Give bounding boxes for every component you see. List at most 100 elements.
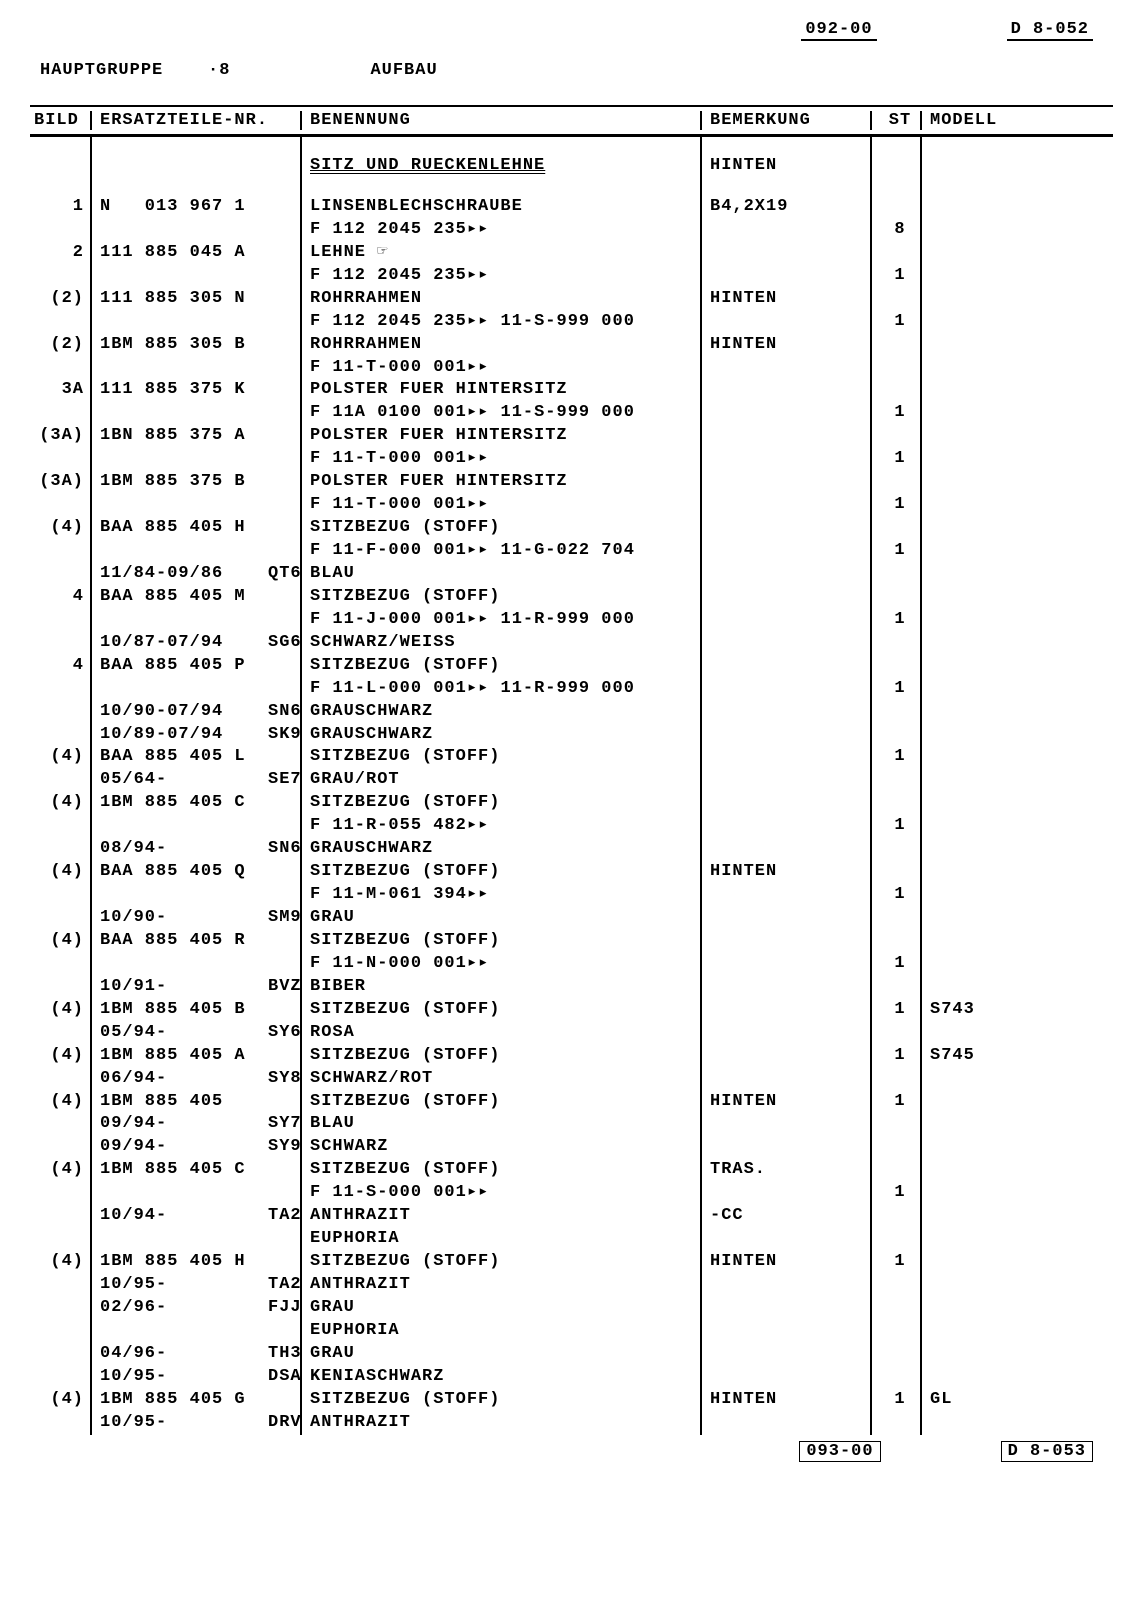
cell-model (920, 907, 1050, 930)
cell-bild (30, 1136, 90, 1159)
cell-remark (700, 1022, 870, 1045)
cell-bild (30, 838, 90, 861)
cell-bild (30, 1366, 90, 1389)
cell-st: 1 (870, 494, 920, 517)
table-row: (4)BAA 885 405 HSITZBEZUG (STOFF) (30, 517, 1113, 540)
cell-bild (30, 1274, 90, 1297)
cell-model (920, 609, 1050, 632)
cell-part (90, 265, 300, 288)
cell-bild (30, 678, 90, 701)
cell-bild (30, 769, 90, 792)
cell-desc: SITZBEZUG (STOFF) (300, 930, 700, 953)
cell-st (870, 838, 920, 861)
cell-model (920, 1412, 1050, 1435)
col-st: ST (870, 111, 920, 130)
cell-model: S745 (920, 1045, 1050, 1068)
table-row: 10/89-07/94 SK9GRAUSCHWARZ (30, 724, 1113, 747)
col-remark: BEMERKUNG (700, 111, 870, 130)
cell-model (920, 678, 1050, 701)
cell-desc: F 11-N-000 001▸▸ (300, 953, 700, 976)
cell-bild: (4) (30, 1091, 90, 1114)
header-codes: 092-00 D 8-052 (30, 20, 1113, 41)
cell-st (870, 334, 920, 357)
cell-desc: POLSTER FUER HINTERSITZ (300, 471, 700, 494)
cell-desc: SITZBEZUG (STOFF) (300, 1045, 700, 1068)
cell-part: BAA 885 405 P (90, 655, 300, 678)
table-row: (4)BAA 885 405 QSITZBEZUG (STOFF)HINTEN (30, 861, 1113, 884)
cell-part: 10/91- BVZ (90, 976, 300, 999)
table-row: F 11-L-000 001▸▸ 11-R-999 0001 (30, 678, 1113, 701)
cell-st: 8 (870, 219, 920, 242)
cell-desc: SITZBEZUG (STOFF) (300, 792, 700, 815)
table-row: (4)1BM 885 405 CSITZBEZUG (STOFF)TRAS. (30, 1159, 1113, 1182)
cell-bild: (4) (30, 999, 90, 1022)
cell-remark: HINTEN (700, 288, 870, 311)
table-row: (4)1BM 885 405 ASITZBEZUG (STOFF)1S745 (30, 1045, 1113, 1068)
section-remark: HINTEN (700, 155, 870, 178)
cell-bild (30, 724, 90, 747)
cell-part (90, 609, 300, 632)
table-row: (4)1BM 885 405 BSITZBEZUG (STOFF)1S743 (30, 999, 1113, 1022)
cell-model (920, 1022, 1050, 1045)
table-row: F 11-T-000 001▸▸ (30, 357, 1113, 380)
cell-bild (30, 1320, 90, 1343)
cell-model (920, 1068, 1050, 1091)
cell-part: 02/96- FJJ (90, 1297, 300, 1320)
cell-bild: (4) (30, 746, 90, 769)
cell-part: 1BM 885 375 B (90, 471, 300, 494)
cell-model (920, 792, 1050, 815)
cell-bild (30, 976, 90, 999)
cell-part: 1BM 885 405 A (90, 1045, 300, 1068)
cell-model (920, 425, 1050, 448)
cell-desc: SCHWARZ/WEISS (300, 632, 700, 655)
cell-bild: (4) (30, 1251, 90, 1274)
cell-st (870, 724, 920, 747)
cell-st: 1 (870, 448, 920, 471)
table-row: (3A)1BM 885 375 BPOLSTER FUER HINTERSITZ (30, 471, 1113, 494)
table-row: F 112 2045 235▸▸ 11-S-999 0001 (30, 311, 1113, 334)
cell-remark: B4,2X19 (700, 196, 870, 219)
cell-desc: SITZBEZUG (STOFF) (300, 1251, 700, 1274)
cell-desc: SITZBEZUG (STOFF) (300, 1159, 700, 1182)
cell-model (920, 471, 1050, 494)
cell-remark: HINTEN (700, 861, 870, 884)
cell-desc: ROSA (300, 1022, 700, 1045)
cell-desc: LINSENBLECHSCHRAUBE (300, 196, 700, 219)
cell-remark (700, 701, 870, 724)
cell-model (920, 1366, 1050, 1389)
section-title: SITZ UND RUECKENLEHNE (310, 156, 545, 175)
cell-remark (700, 609, 870, 632)
cell-model (920, 586, 1050, 609)
cell-desc: F 11-M-061 394▸▸ (300, 884, 700, 907)
cell-model (920, 724, 1050, 747)
parts-table: BILD ERSATZTEILE-NR. BENENNUNG BEMERKUNG… (30, 105, 1113, 1435)
cell-bild: (3A) (30, 425, 90, 448)
cell-part (90, 357, 300, 380)
cell-desc: GRAUSCHWARZ (300, 724, 700, 747)
cell-bild (30, 1228, 90, 1251)
cell-remark (700, 1274, 870, 1297)
cell-desc: F 11-L-000 001▸▸ 11-R-999 000 (300, 678, 700, 701)
cell-remark (700, 1343, 870, 1366)
cell-desc: SITZBEZUG (STOFF) (300, 746, 700, 769)
table-row: 09/94- SY7BLAU (30, 1113, 1113, 1136)
cell-st (870, 1068, 920, 1091)
cell-part (90, 953, 300, 976)
table-row: F 11-S-000 001▸▸1 (30, 1182, 1113, 1205)
cell-desc: EUPHORIA (300, 1320, 700, 1343)
cell-remark (700, 425, 870, 448)
col-desc: BENENNUNG (300, 111, 700, 130)
cell-part: 111 885 375 K (90, 379, 300, 402)
cell-bild (30, 1068, 90, 1091)
table-row: (4)BAA 885 405 LSITZBEZUG (STOFF)1 (30, 746, 1113, 769)
cell-model (920, 838, 1050, 861)
col-model: MODELL (920, 111, 1050, 130)
cell-model (920, 402, 1050, 425)
cell-bild (30, 953, 90, 976)
cell-part: N 013 967 1 (90, 196, 300, 219)
cell-st (870, 517, 920, 540)
cell-part (90, 815, 300, 838)
cell-st (870, 1366, 920, 1389)
cell-remark (700, 265, 870, 288)
cell-st: 1 (870, 999, 920, 1022)
